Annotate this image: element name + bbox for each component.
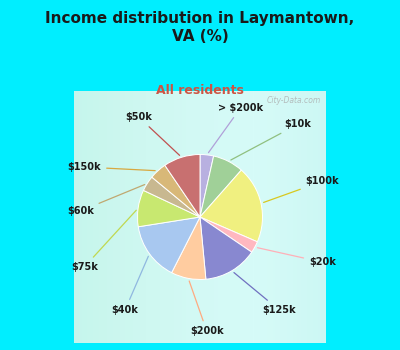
- Text: $125k: $125k: [234, 273, 296, 315]
- Text: $20k: $20k: [258, 248, 336, 267]
- Text: City-Data.com: City-Data.com: [267, 96, 321, 105]
- Wedge shape: [200, 156, 241, 217]
- Text: $200k: $200k: [189, 281, 224, 336]
- Text: $150k: $150k: [68, 162, 155, 172]
- Wedge shape: [138, 190, 200, 227]
- Text: $10k: $10k: [231, 119, 312, 160]
- Text: $50k: $50k: [125, 112, 180, 155]
- Wedge shape: [200, 170, 262, 242]
- Text: Income distribution in Laymantown,
VA (%): Income distribution in Laymantown, VA (%…: [45, 10, 355, 44]
- Wedge shape: [138, 217, 200, 273]
- Wedge shape: [200, 154, 214, 217]
- Text: All residents: All residents: [156, 84, 244, 97]
- Wedge shape: [200, 217, 257, 252]
- Text: $40k: $40k: [112, 256, 148, 315]
- Wedge shape: [200, 217, 252, 279]
- Wedge shape: [172, 217, 206, 280]
- Text: > $200k: > $200k: [208, 103, 263, 153]
- Text: $100k: $100k: [264, 176, 339, 202]
- Wedge shape: [144, 177, 200, 217]
- Wedge shape: [165, 154, 200, 217]
- Text: $60k: $60k: [67, 184, 145, 216]
- Text: $75k: $75k: [71, 210, 136, 272]
- Wedge shape: [152, 165, 200, 217]
